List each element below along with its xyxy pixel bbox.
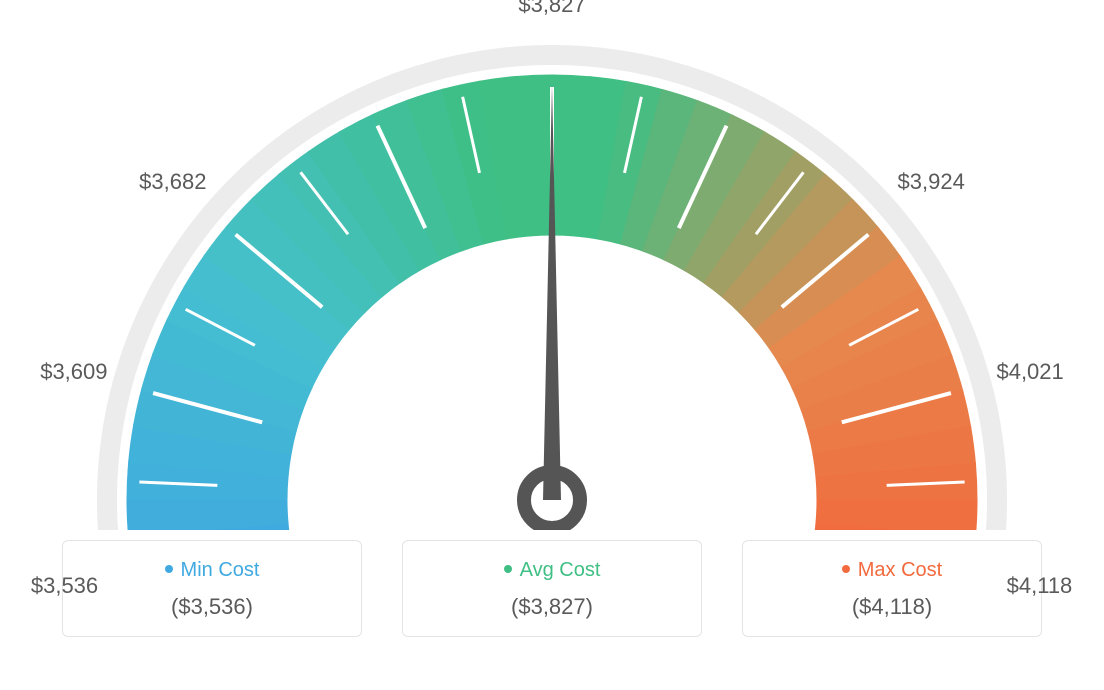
legend-card-max: Max Cost ($4,118) [742,540,1042,637]
legend-label: Avg Cost [520,559,601,581]
legend-title-avg: Avg Cost [413,559,691,582]
legend-label: Max Cost [858,559,942,581]
legend-value-max: ($4,118) [753,594,1031,620]
gauge-chart: $3,536$3,609$3,682$3,827$3,924$4,021$4,1… [0,0,1104,530]
legend-title-min: Min Cost [73,559,351,582]
legend-value-min: ($3,536) [73,594,351,620]
legend-card-avg: Avg Cost ($3,827) [402,540,702,637]
legend-row: Min Cost ($3,536) Avg Cost ($3,827) Max … [0,540,1104,637]
dot-icon [165,565,173,573]
legend-card-min: Min Cost ($3,536) [62,540,362,637]
gauge-tick-label: $4,118 [1007,573,1073,599]
legend-title-max: Max Cost [753,559,1031,582]
gauge-svg [0,0,1104,530]
gauge-tick-label: $3,536 [31,573,98,599]
gauge-tick-label: $3,682 [139,169,206,195]
legend-label: Min Cost [181,559,260,581]
legend-value-avg: ($3,827) [413,594,691,620]
gauge-tick-label: $3,827 [518,0,585,18]
dot-icon [504,565,512,573]
dot-icon [842,565,850,573]
gauge-tick-label: $4,021 [996,359,1063,385]
gauge-tick-label: $3,609 [40,359,107,385]
gauge-tick-label: $3,924 [898,169,965,195]
